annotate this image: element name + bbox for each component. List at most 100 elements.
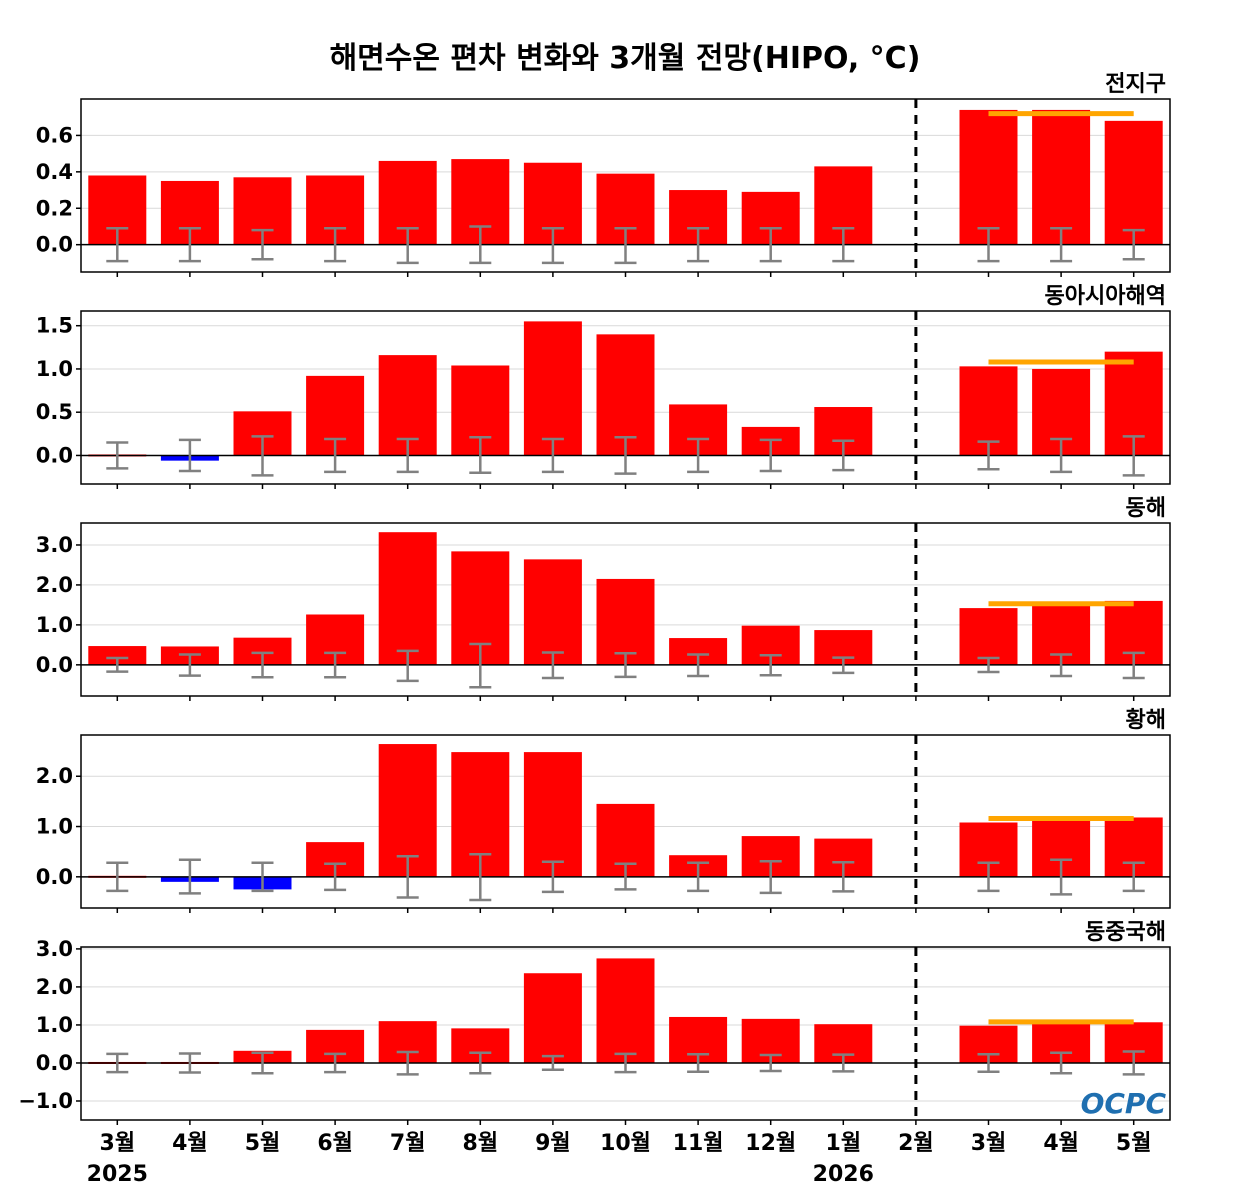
error-bar: [324, 651, 347, 679]
error-bar: [106, 227, 129, 263]
error-bar: [687, 653, 710, 678]
error-bar: [541, 1054, 564, 1072]
y-tick-label: 0.4: [36, 160, 73, 184]
error-bar: [1122, 228, 1145, 261]
error-bar: [1122, 435, 1145, 477]
y-tick-label: 0.0: [36, 233, 73, 257]
bar: [378, 532, 437, 665]
error-bar: [178, 653, 201, 677]
bar: [596, 958, 655, 1063]
error-bar: [687, 1052, 710, 1073]
error-bar: [396, 437, 419, 474]
error-bar: [106, 861, 129, 893]
error-bar: [1050, 227, 1073, 263]
error-bar: [251, 651, 274, 679]
x-axis: 3월 4월 5월 6월 7월 8월 9월 10월 11월 12월 1월 2월 3월 4월 5월 2025 202…: [87, 1131, 1152, 1187]
error-bar: [251, 1051, 274, 1075]
error-bar: [614, 227, 637, 265]
error-bar: [759, 1053, 782, 1073]
y-tick-label: 2.0: [36, 573, 73, 597]
error-bar: [614, 436, 637, 475]
x-tick-label: 4월: [172, 1131, 208, 1156]
error-bar: [759, 859, 782, 895]
panel-title: 동중국해: [1085, 920, 1166, 945]
error-bar: [977, 1052, 1000, 1073]
y-tick-label: 0.2: [36, 196, 73, 220]
error-bar: [396, 649, 419, 683]
error-bar: [614, 1052, 637, 1074]
x-tick-label: 2월: [898, 1131, 934, 1156]
y-tick-label: 1.0: [36, 1013, 73, 1037]
panel-2: 0.0 0.5 1.0 1.5 동아시아해역: [36, 284, 1171, 489]
panel-title: 전지구: [1105, 72, 1166, 97]
error-bar: [324, 862, 347, 892]
error-bar: [178, 1052, 201, 1074]
panel-title: 황해: [1126, 708, 1166, 733]
bar: [959, 608, 1018, 665]
y-tick-label: 2.0: [36, 975, 73, 999]
x-tick-label: 5월: [1116, 1131, 1152, 1156]
panel-5: −1.0 0.0 1.0 2.0 3.0 동중국해: [18, 920, 1171, 1125]
y-tick-label: 0.0: [36, 865, 73, 889]
error-bar: [178, 858, 201, 895]
year-label: 2026: [813, 1162, 874, 1187]
y-tick-label: 3.0: [36, 533, 73, 557]
error-bar: [832, 439, 855, 472]
x-tick-label: 3월: [971, 1131, 1007, 1156]
error-bar: [1050, 653, 1073, 678]
error-bar: [759, 438, 782, 473]
error-bar: [614, 651, 637, 679]
bar: [523, 559, 582, 665]
error-bar: [1122, 1050, 1145, 1076]
error-bar: [832, 860, 855, 893]
x-tick-label: 7월: [390, 1131, 426, 1156]
y-tick-label: 3.0: [36, 937, 73, 961]
x-tick-label: 3월: [100, 1131, 136, 1156]
error-bar: [251, 435, 274, 477]
error-bar: [977, 227, 1000, 263]
error-bar: [1050, 1051, 1073, 1075]
error-bar: [396, 227, 419, 265]
y-tick-label: 0.0: [36, 443, 73, 467]
error-bar: [396, 854, 419, 899]
error-bar: [977, 440, 1000, 471]
error-bar: [251, 861, 274, 893]
x-tick-label: 1월: [826, 1131, 862, 1156]
error-bar: [469, 1051, 492, 1075]
error-bar: [687, 861, 710, 893]
bar: [959, 109, 1018, 245]
panel-4: 0.0 1.0 2.0 황해: [36, 708, 1171, 913]
y-tick-label: 0.0: [36, 653, 73, 677]
x-tick-label: 6월: [317, 1131, 353, 1156]
error-bar: [1122, 651, 1145, 680]
error-bar: [469, 436, 492, 475]
error-bar: [541, 227, 564, 265]
error-bar: [687, 437, 710, 474]
error-bar: [977, 861, 1000, 893]
x-tick-label: 8월: [463, 1131, 499, 1156]
y-tick-label: −1.0: [18, 1089, 73, 1113]
error-bar: [469, 852, 492, 902]
x-tick-label: 9월: [535, 1131, 571, 1156]
y-tick-label: 0.0: [36, 1051, 73, 1075]
error-bar: [832, 227, 855, 263]
bar: [596, 334, 655, 456]
error-bar: [106, 1052, 129, 1074]
error-bar: [1050, 437, 1073, 474]
error-bar: [106, 441, 129, 470]
y-tick-label: 0.5: [36, 400, 73, 424]
y-tick-label: 1.0: [36, 815, 73, 839]
error-bar: [541, 860, 564, 894]
panel-3: 0.0 1.0 2.0 3.0 동해: [36, 496, 1171, 701]
error-bar: [541, 651, 564, 680]
error-bar: [832, 656, 855, 675]
error-bar: [1050, 858, 1073, 896]
panels: 0.0 0.2 0.4 0.6 전지구 0.0 0.5 1.0 1.5 동아시아해역 0.0 1.0 2…: [18, 72, 1171, 1125]
error-bar: [1122, 861, 1145, 893]
error-bar: [614, 862, 637, 891]
bar: [1032, 109, 1091, 245]
x-tick-label: 10월: [600, 1131, 651, 1156]
error-bar: [324, 437, 347, 474]
